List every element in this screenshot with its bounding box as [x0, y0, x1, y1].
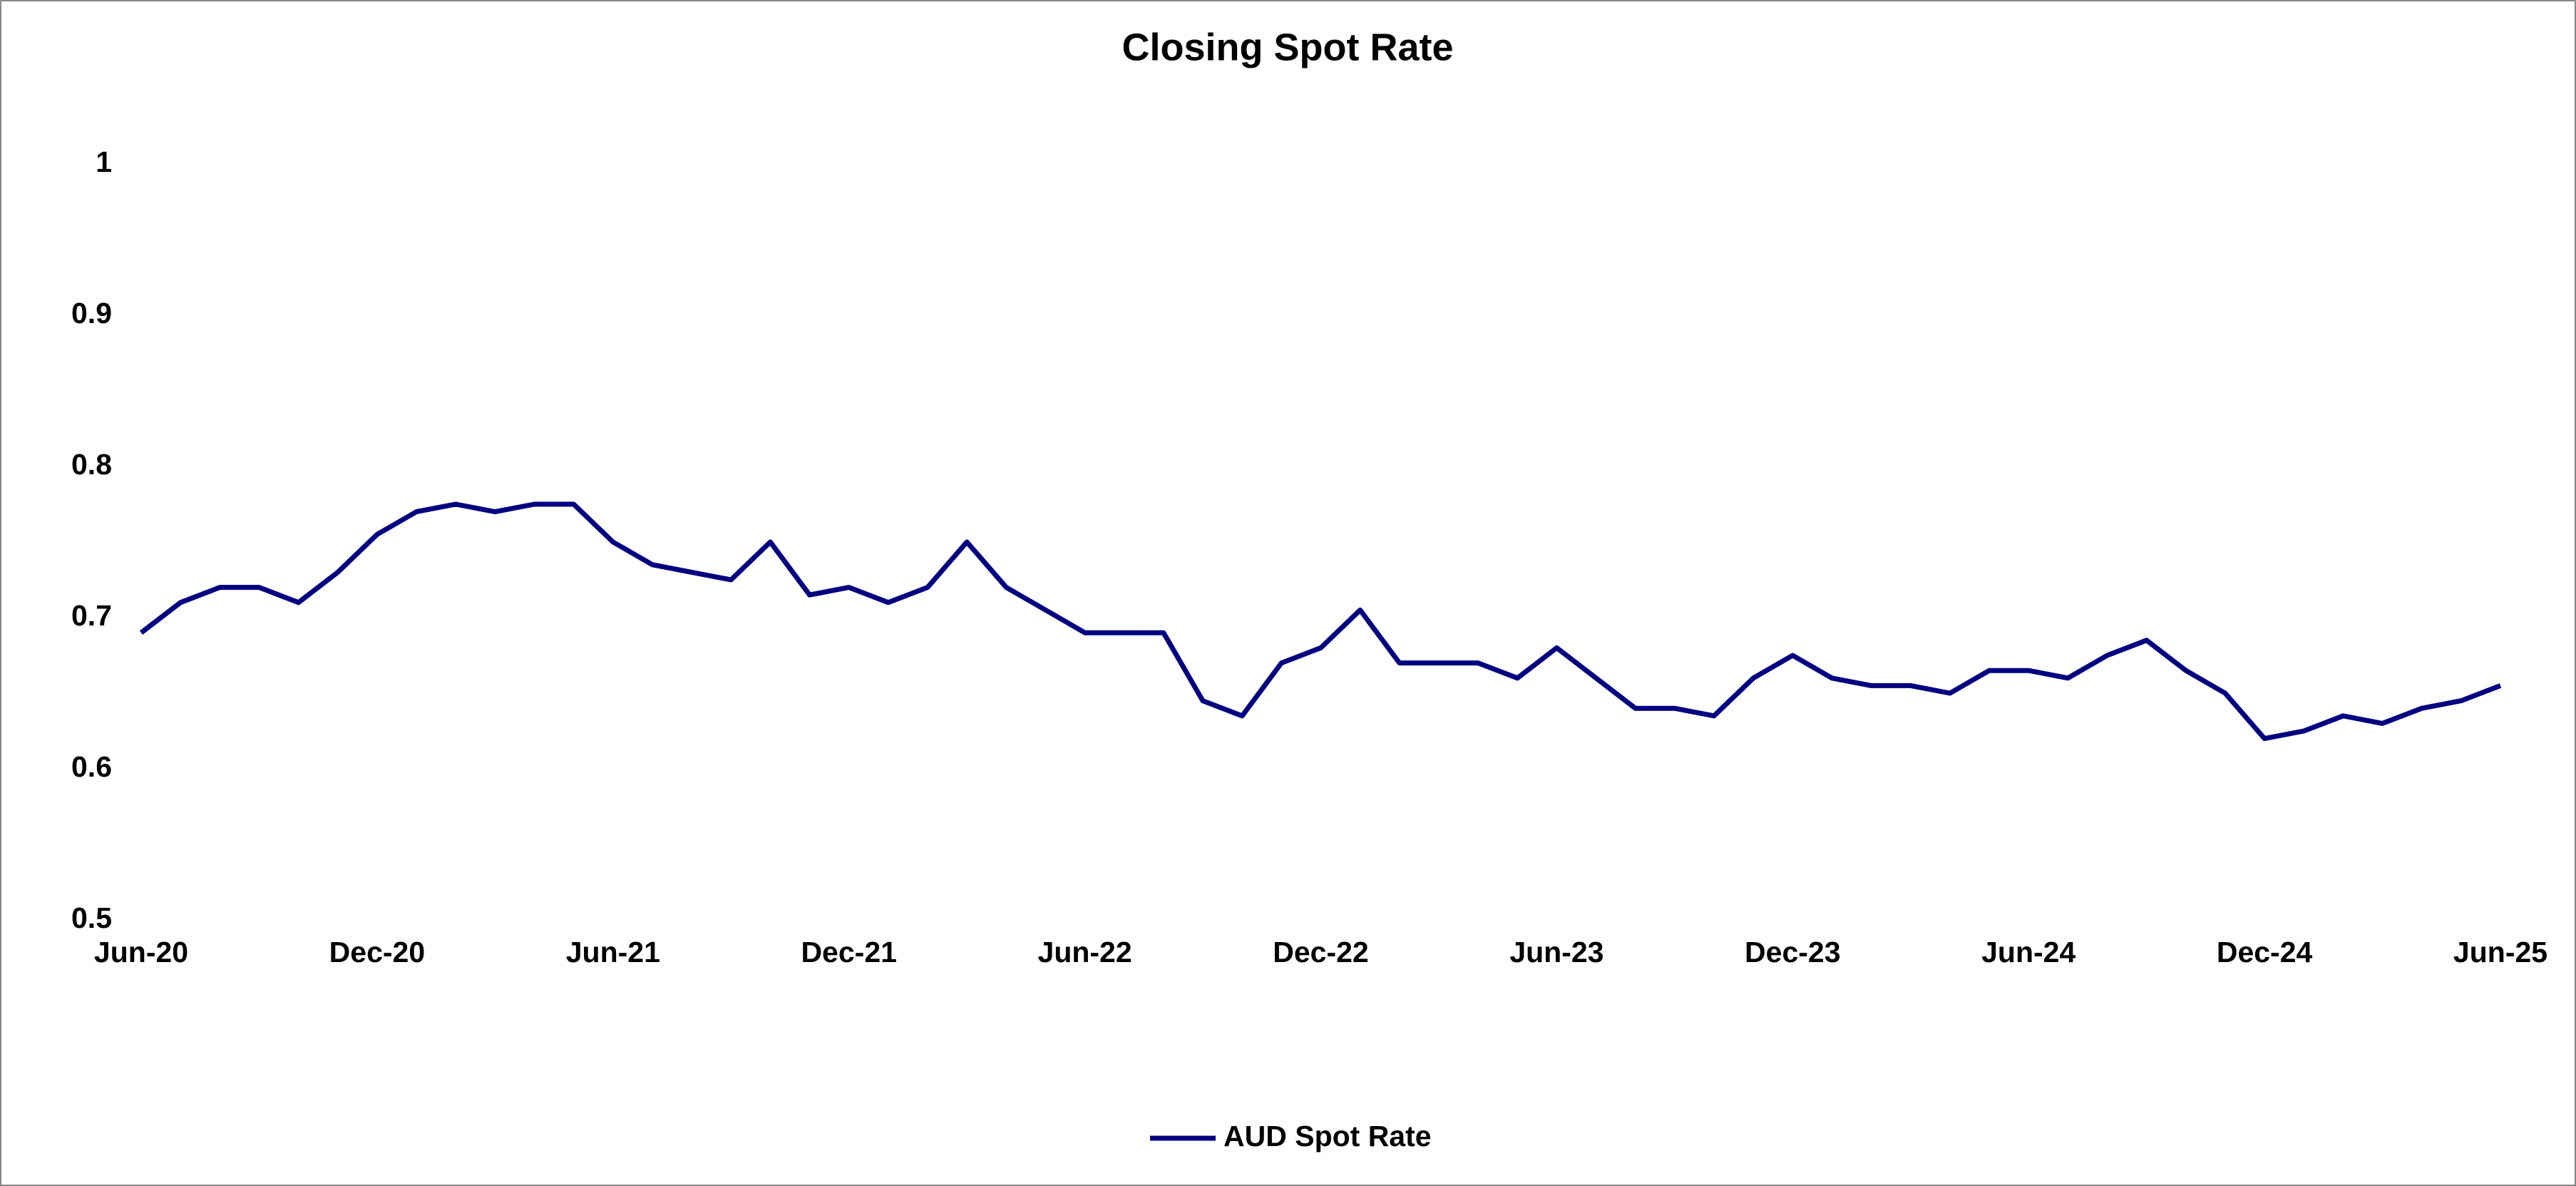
chart-title: Closing Spot Rate: [1122, 26, 1453, 68]
y-tick-label: 0.5: [71, 901, 112, 934]
x-tick-label: Dec-21: [801, 936, 896, 968]
x-tick-label: Jun-21: [566, 936, 660, 968]
y-tick-label: 0.9: [71, 297, 112, 329]
x-tick-label: Dec-23: [1745, 936, 1840, 968]
y-tick-label: 0.8: [71, 448, 112, 481]
x-tick-label: Dec-22: [1273, 936, 1368, 968]
x-tick-label: Jun-22: [1038, 936, 1132, 968]
y-tick-label: 0.6: [71, 750, 112, 783]
x-tick-label: Jun-24: [1981, 936, 2075, 968]
x-tick-label: Jun-23: [1509, 936, 1603, 968]
y-tick-label: 0.7: [71, 599, 112, 632]
legend-label: AUD Spot Rate: [1223, 1120, 1432, 1152]
x-tick-label: Dec-20: [329, 936, 425, 968]
x-tick-label: Dec-24: [2217, 936, 2313, 968]
x-tick-label: Jun-25: [2453, 936, 2547, 968]
x-tick-label: Jun-20: [94, 936, 188, 968]
data-line: [139, 501, 2502, 742]
y-tick-label: 1: [96, 145, 112, 178]
